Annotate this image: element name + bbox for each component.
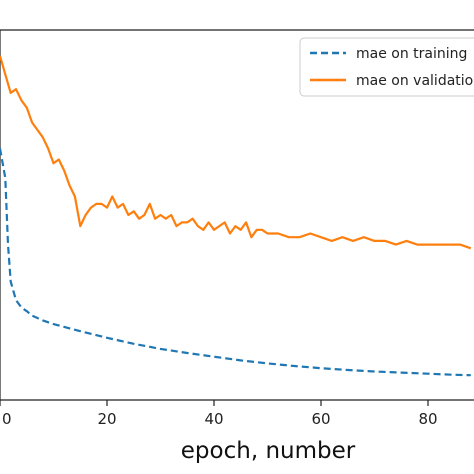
legend-label-training: mae on training	[356, 46, 467, 62]
x-ticks: 0 20 40 60 80	[0, 400, 438, 428]
legend-label-validation: mae on validation	[356, 73, 474, 89]
x-tick-label: 20	[97, 410, 116, 428]
x-tick-label: 40	[204, 410, 223, 428]
x-tick-label: 80	[418, 410, 437, 428]
series-layer	[0, 55, 472, 377]
axes-frame	[0, 29, 474, 401]
x-tick-label: 0	[2, 410, 12, 428]
series-line-training	[0, 148, 471, 377]
legend: mae on training mae on validation	[299, 37, 474, 97]
series-line-validation	[0, 55, 472, 250]
x-tick-label: 60	[311, 410, 330, 428]
x-axis-title: epoch, number	[181, 438, 356, 464]
